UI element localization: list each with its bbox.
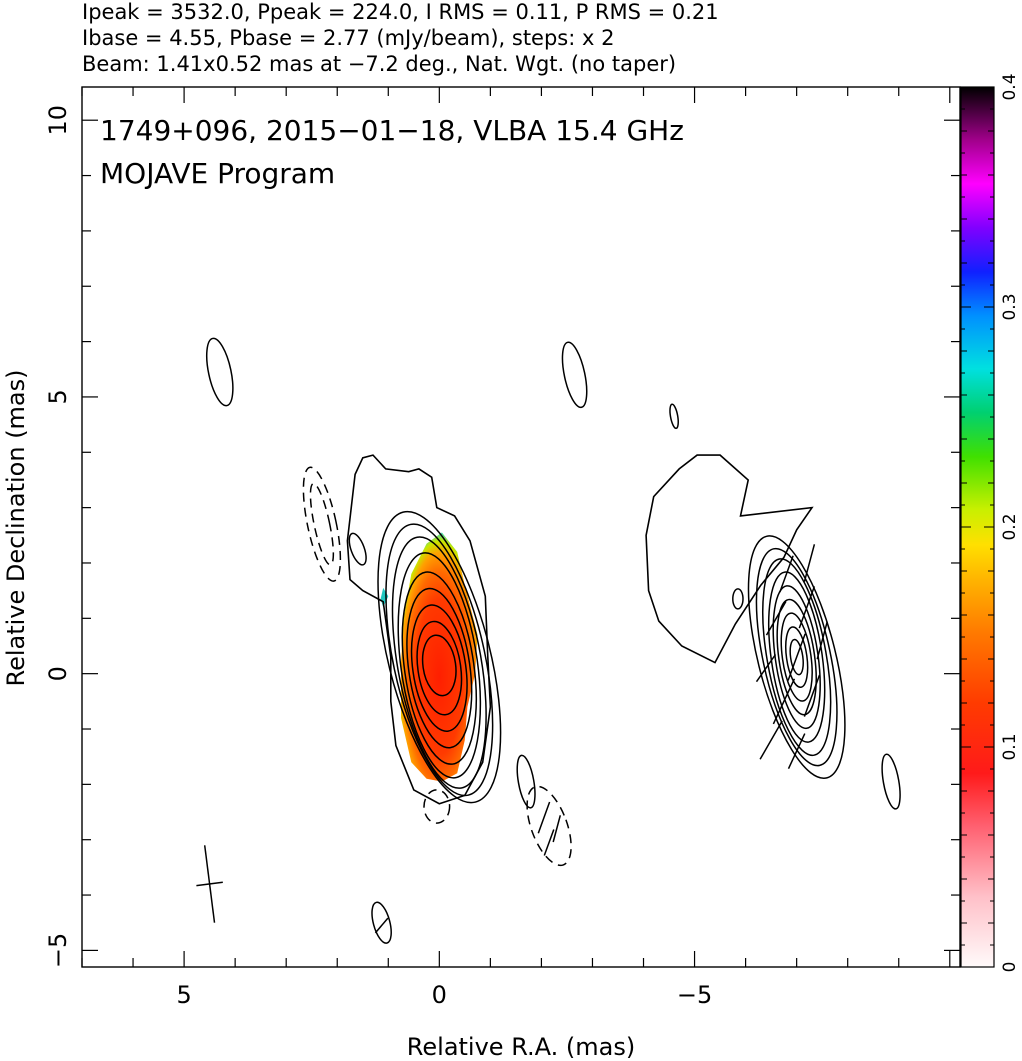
intensity-contour [401, 571, 477, 765]
x-tick-label: −5 [677, 981, 712, 1009]
polarization-patch [401, 532, 478, 782]
intensity-contour [391, 536, 487, 789]
polarization-vector [816, 621, 828, 660]
intensity-contour [385, 523, 494, 797]
polarization-vector [765, 601, 787, 636]
polarization-vector [552, 815, 562, 843]
y-tick-label: 10 [44, 105, 72, 136]
polarization-vector [779, 555, 794, 593]
x-tick-label: 0 [432, 981, 447, 1009]
header-line-3: Beam: 1.41x0.52 mas at −7.2 deg., Nat. W… [82, 52, 676, 76]
negative-contour [309, 482, 335, 566]
polarization-vector [772, 678, 796, 725]
chart-title: 1749+096, 2015−01−18, VLBA 15.4 GHz [100, 114, 684, 147]
intensity-contour [789, 638, 804, 676]
polarization-vector [803, 544, 816, 582]
y-tick-label: 0 [44, 666, 72, 681]
colorbar-tick-label: 0.1 [1000, 733, 1020, 760]
negative-contour [423, 789, 451, 824]
intensity-contour [669, 403, 679, 430]
intensity-contour [410, 604, 468, 732]
polarization-vector [759, 720, 783, 760]
intensity-contour [421, 634, 457, 697]
intensity-contour [371, 901, 392, 944]
y-axis-label: Relative Declination (mas) [2, 369, 30, 686]
intensity-contour [747, 535, 846, 780]
colorbar-tick-label: 0.3 [1000, 293, 1020, 320]
y-tick-label: −5 [44, 933, 72, 968]
intensity-contour [732, 588, 744, 610]
colorbar-tick-label: 0.4 [1000, 73, 1020, 100]
polarization-vector [537, 801, 551, 834]
outer-contour-pol [645, 454, 814, 664]
polarization-patch-small [380, 587, 389, 608]
polarization-vector [374, 917, 389, 934]
polarization-vector [755, 654, 777, 683]
plot-area [196, 337, 901, 944]
colorbar-axis: 0 0.1 0.2 0.3 0.4 [961, 73, 1020, 972]
beam-minor-axis [196, 881, 223, 887]
colorbar-tick-label: 0.2 [1000, 513, 1020, 540]
plot-frame [81, 86, 961, 968]
intensity-contour [377, 510, 502, 804]
intensity-contour [205, 337, 234, 407]
y-tick-label: 5 [44, 389, 72, 404]
polarization-vector [803, 674, 821, 717]
intensity-contour [516, 754, 536, 809]
colorbar-tick-label: 0 [1000, 962, 1020, 973]
negative-contour [302, 466, 342, 582]
polarization-vector [787, 733, 806, 770]
intensity-contour [406, 587, 473, 749]
polarization-vector [543, 829, 555, 856]
outer-contour [346, 454, 492, 805]
polarization-vector [798, 586, 816, 629]
intensity-contour [784, 626, 809, 688]
header-line-1: Ipeak = 3532.0, Ppeak = 224.0, I RMS = 0… [82, 0, 719, 24]
intensity-contour [561, 341, 588, 409]
intensity-contour [755, 547, 838, 767]
chart-subtitle: MOJAVE Program [100, 157, 335, 190]
intensity-contour [881, 753, 901, 810]
negative-contour [526, 785, 572, 867]
header-line-2: Ibase = 4.55, Pbase = 2.77 (mJy/beam), s… [82, 26, 614, 50]
intensity-contour [348, 532, 367, 566]
intensity-contour [780, 612, 813, 702]
x-axis-label: Relative R.A. (mas) [407, 1033, 635, 1061]
intensity-contour [762, 558, 832, 757]
intensity-contour [397, 552, 482, 779]
axes: 5 0 −5 −5 0 5 10 [44, 87, 960, 1009]
polarization-vector [787, 633, 806, 681]
x-tick-label: 5 [176, 981, 191, 1009]
intensity-contour [416, 620, 463, 716]
